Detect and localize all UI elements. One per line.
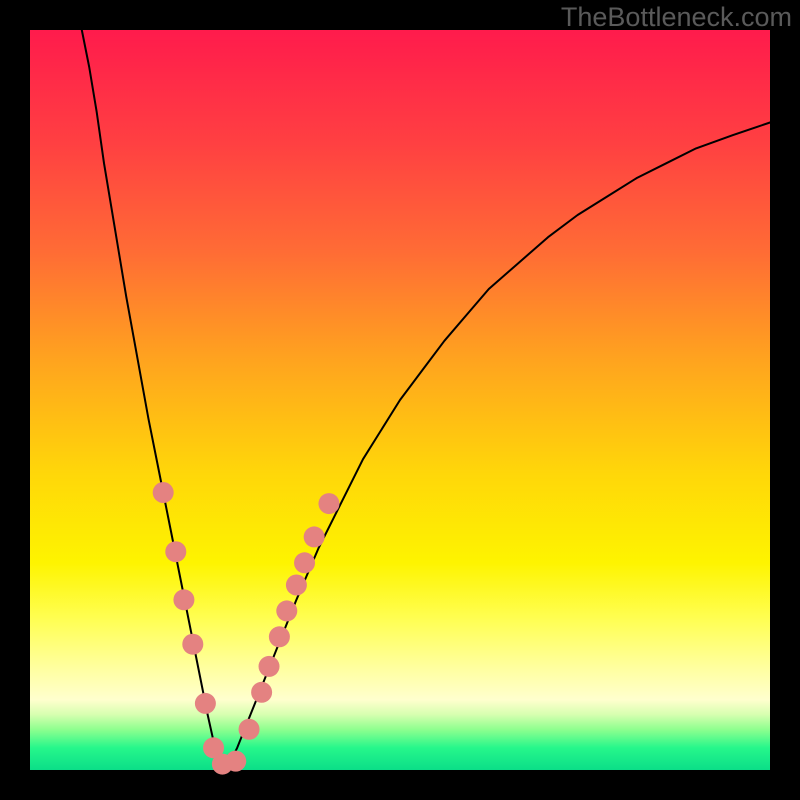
marker-dot — [173, 589, 194, 610]
marker-dot — [286, 575, 307, 596]
marker-dot — [276, 600, 297, 621]
marker-dot — [225, 751, 246, 772]
marker-dot — [251, 682, 272, 703]
chart-svg — [0, 0, 800, 800]
watermark-text: TheBottleneck.com — [561, 2, 792, 33]
marker-dot — [165, 541, 186, 562]
marker-dot — [269, 626, 290, 647]
marker-dot — [195, 693, 216, 714]
marker-dot — [259, 656, 280, 677]
marker-dot — [318, 493, 339, 514]
marker-dot — [294, 552, 315, 573]
chart-root: TheBottleneck.com — [0, 0, 800, 800]
marker-dot — [239, 719, 260, 740]
marker-dot — [304, 526, 325, 547]
marker-dot — [153, 482, 174, 503]
marker-dot — [182, 634, 203, 655]
